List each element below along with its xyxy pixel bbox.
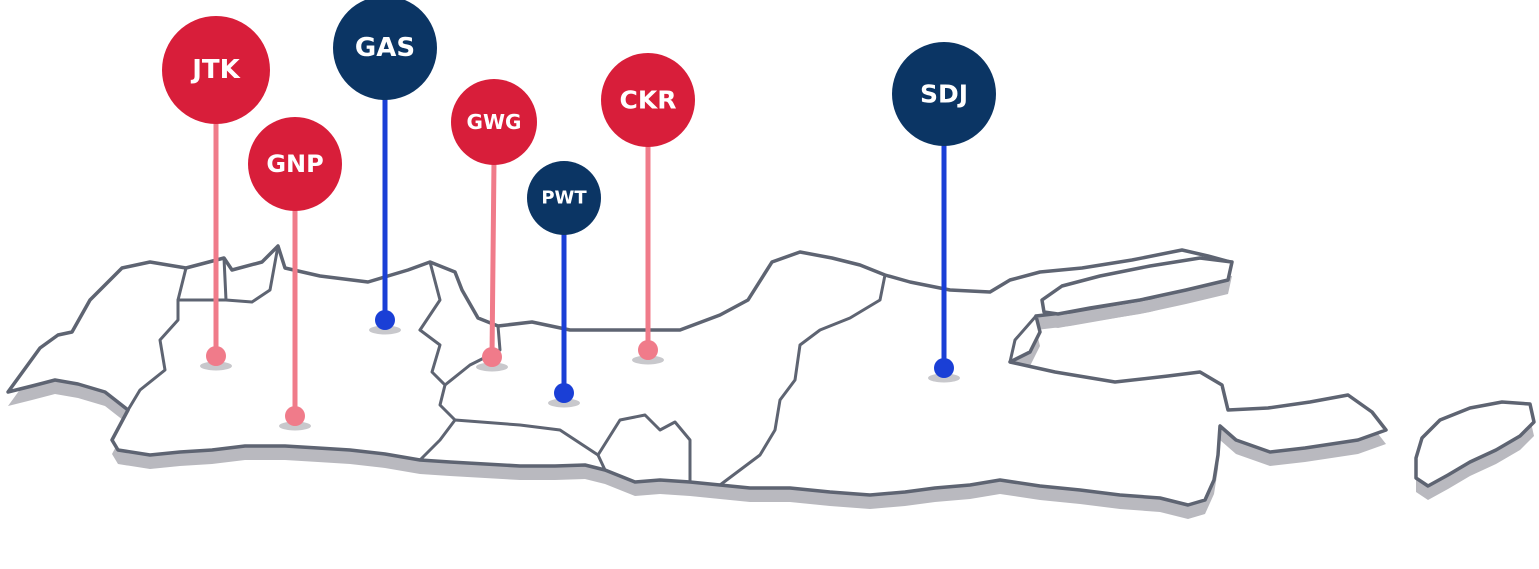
- map-land: [6, 244, 1536, 507]
- pin-gnp-label: GNP: [266, 150, 323, 178]
- north-island: [1040, 256, 1234, 316]
- pin-gwg-label: GWG: [467, 110, 522, 134]
- pin-gas-tip-dot: [375, 310, 395, 330]
- pin-gwg-head[interactable]: [451, 79, 537, 165]
- pin-sdj-tip-dot: [934, 358, 954, 378]
- border-10: [1008, 314, 1038, 364]
- pin-gwg-tip-dot: [482, 347, 502, 367]
- pin-gwg[interactable]: GWG: [451, 79, 537, 372]
- border-2: [222, 244, 280, 304]
- pin-gas[interactable]: GAS: [333, 0, 437, 335]
- pin-sdj-label: SDJ: [920, 80, 968, 109]
- border-7: [453, 418, 607, 472]
- pin-pwt-label: PWT: [541, 188, 587, 209]
- pin-sdj[interactable]: SDJ: [892, 42, 996, 383]
- pin-pwt-tip-dot: [554, 383, 574, 403]
- pin-gas-head[interactable]: [333, 0, 437, 100]
- pin-pwt-head[interactable]: [527, 161, 601, 235]
- pin-gwg-stem: [489, 158, 497, 360]
- pin-jtk-label: JTK: [190, 55, 240, 85]
- pins-layer: JTK GNP GAS GWG PWT CKR SDJ: [162, 0, 996, 431]
- pin-jtk[interactable]: JTK: [162, 16, 270, 371]
- pin-gnp-head[interactable]: [248, 117, 342, 211]
- east-island: [1414, 400, 1536, 488]
- border-5: [418, 260, 442, 332]
- pin-pwt[interactable]: PWT: [527, 161, 601, 408]
- pin-jtk-tip-dot: [206, 346, 226, 366]
- border-4: [418, 328, 457, 462]
- pin-gnp-tip-dot: [285, 406, 305, 426]
- pin-jtk-head[interactable]: [162, 16, 270, 124]
- pin-ckr-tip-dot: [638, 340, 658, 360]
- pin-ckr[interactable]: CKR: [601, 53, 695, 365]
- pin-gas-label: GAS: [355, 33, 415, 63]
- main-island: [6, 244, 1388, 507]
- pin-sdj-head[interactable]: [892, 42, 996, 146]
- border-9: [718, 273, 887, 487]
- pin-gnp[interactable]: GNP: [248, 117, 342, 431]
- pin-ckr-head[interactable]: [601, 53, 695, 147]
- pin-ckr-label: CKR: [620, 86, 677, 115]
- border-8: [596, 413, 692, 484]
